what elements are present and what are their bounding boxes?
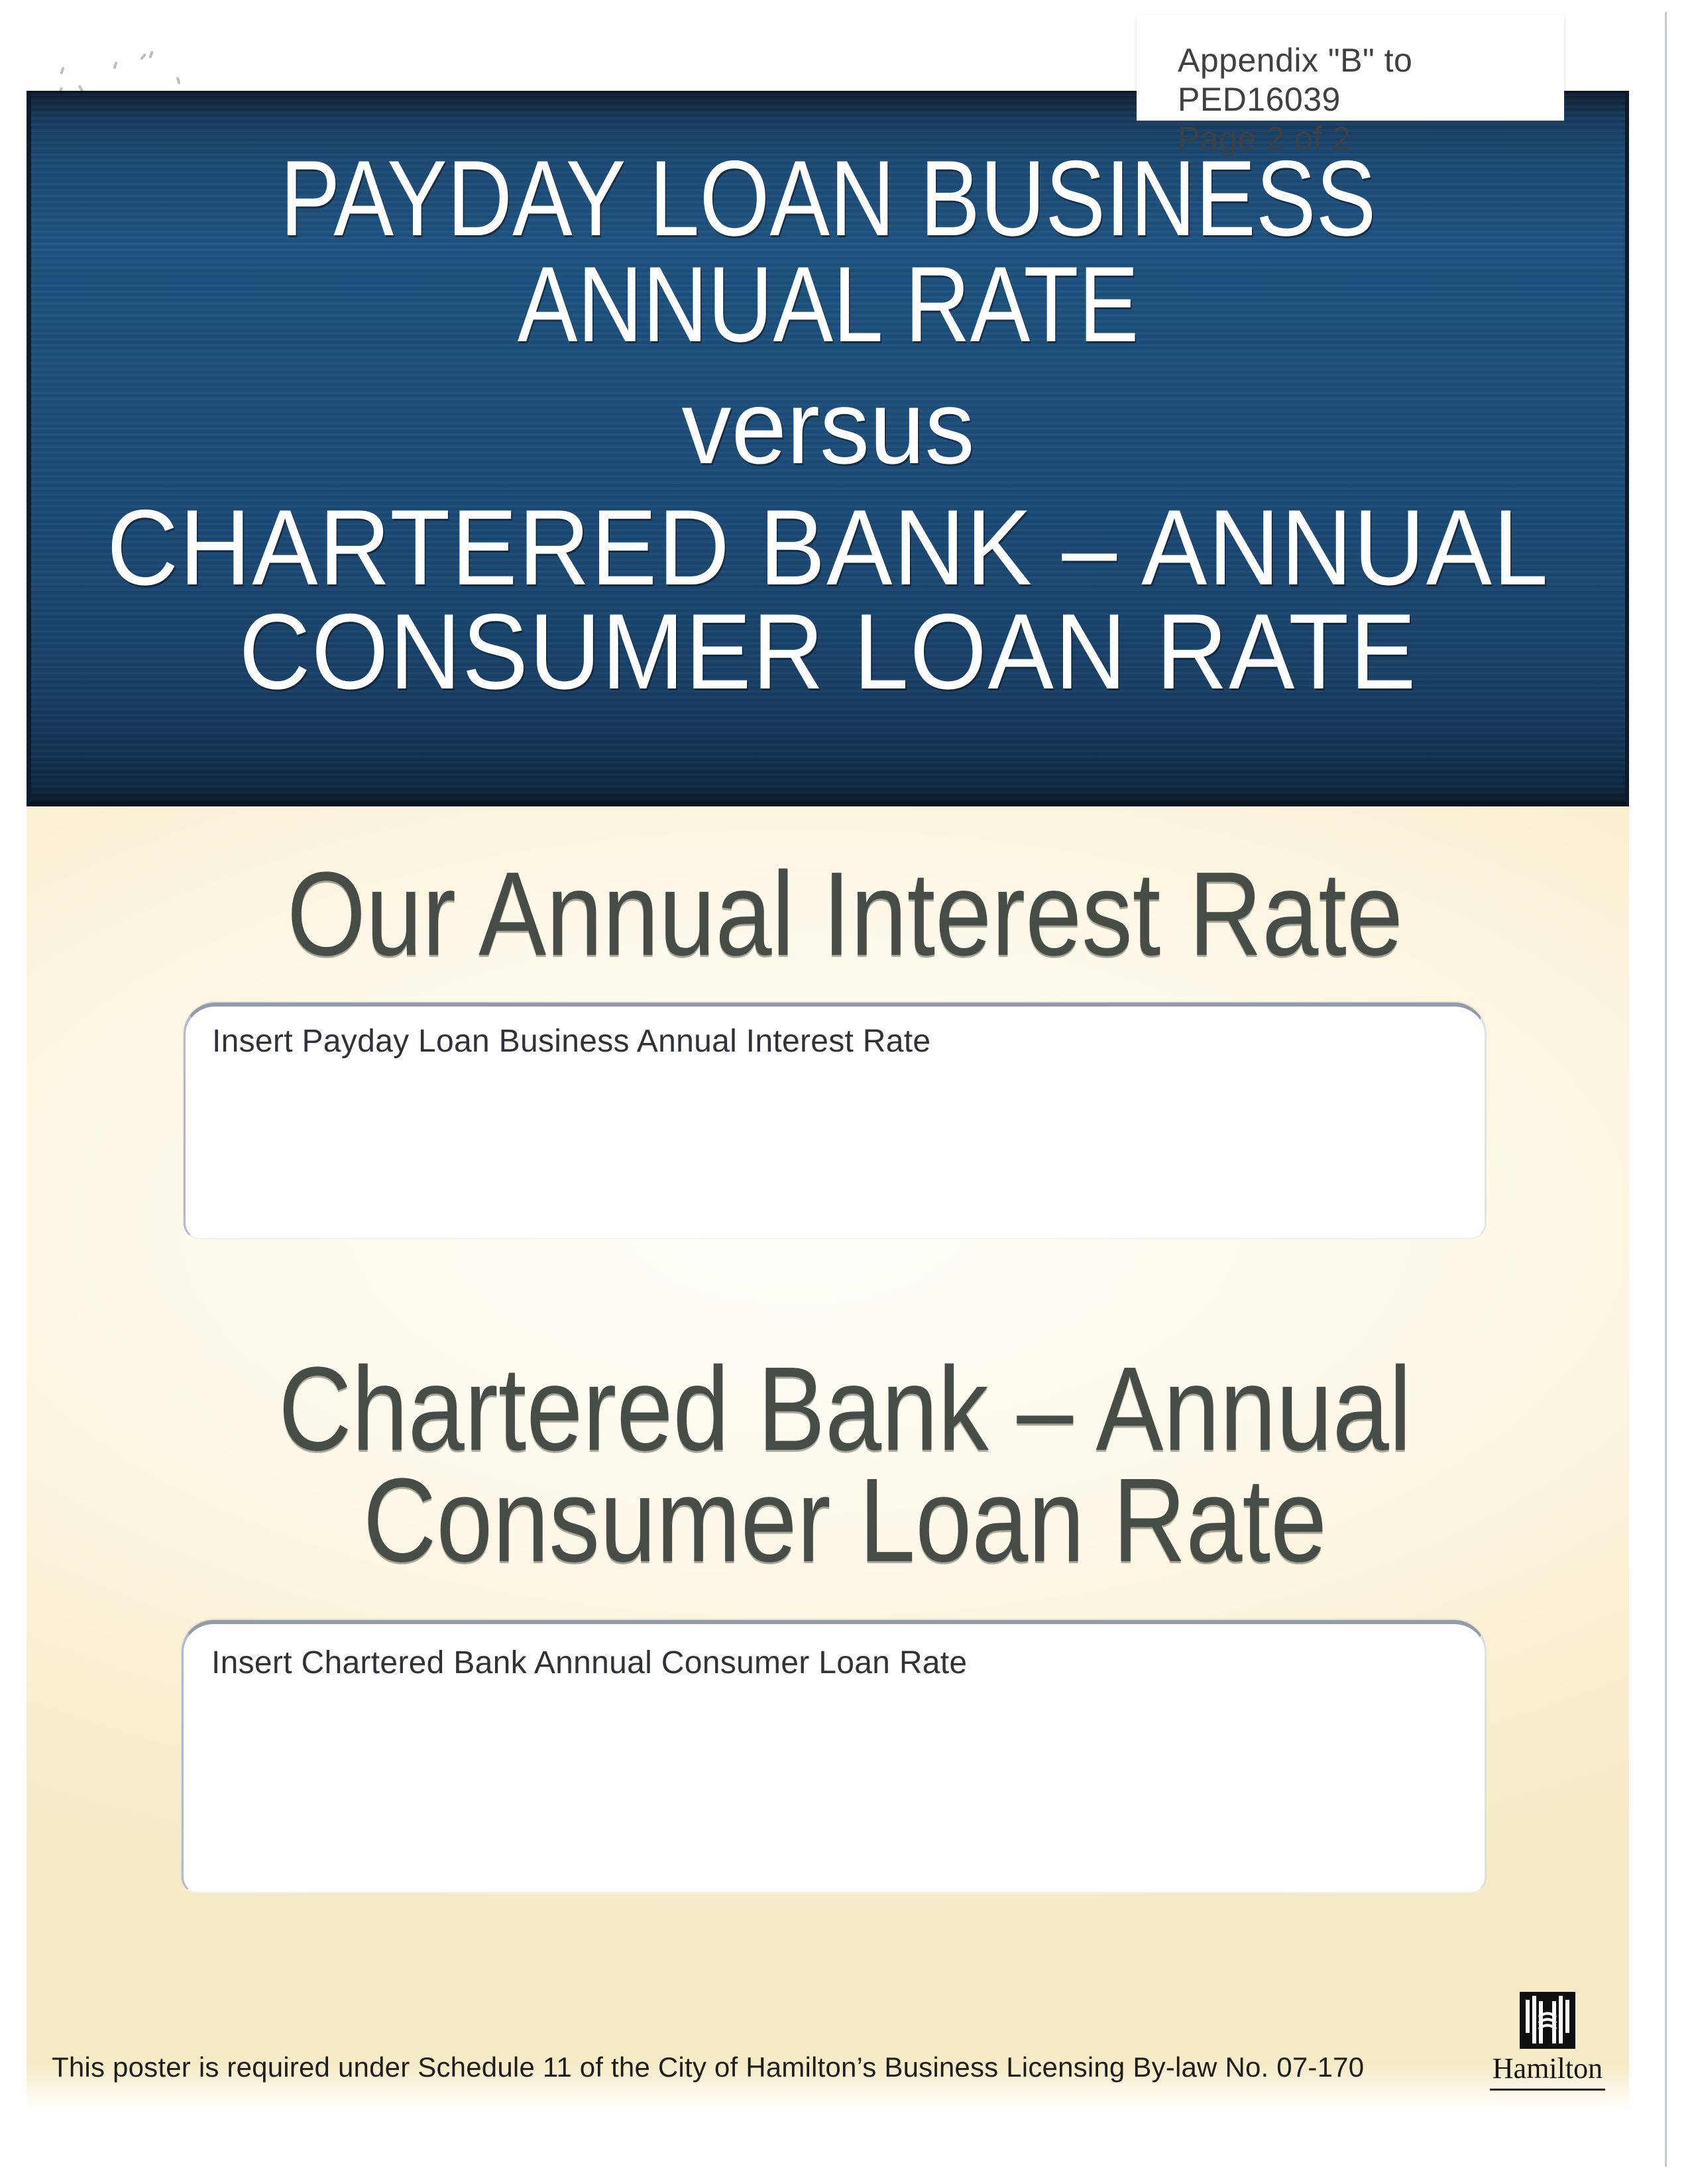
- scan-speck: [176, 76, 181, 85]
- banner-title-line2: ANNUAL RATE: [517, 245, 1139, 364]
- scan-speck: [148, 50, 154, 59]
- payday-rate-input-box[interactable]: Insert Payday Loan Business Annual Inter…: [184, 1003, 1486, 1239]
- hamilton-logo: Hamilton: [1488, 1992, 1607, 2091]
- bank-rate-heading: Chartered Bank – Annual Consumer Loan Ra…: [127, 1342, 1563, 1587]
- appendix-line1: Appendix "B" to PED16039: [1178, 42, 1413, 118]
- banner-title-line1: PAYDAY LOAN BUSINESS: [280, 138, 1377, 258]
- bank-rate-placeholder: Insert Chartered Bank Annnual Consumer L…: [211, 1645, 968, 1680]
- hamilton-bridge-icon: [1520, 1992, 1575, 2049]
- scan-artifact-line: [1665, 12, 1667, 2167]
- banner-subtitle-line1: CHARTERED BANK – ANNUAL: [107, 488, 1549, 608]
- payday-rate-placeholder: Insert Payday Loan Business Annual Inter…: [212, 1024, 931, 1059]
- bylaw-notice: This poster is required under Schedule 1…: [52, 2051, 1365, 2083]
- appendix-label: Appendix "B" to PED16039 Page 2 of 2: [1137, 15, 1564, 157]
- hamilton-logo-text: Hamilton: [1489, 2051, 1606, 2091]
- bank-rate-input-box[interactable]: Insert Chartered Bank Annnual Consumer L…: [182, 1620, 1486, 1893]
- bank-rate-heading-line1: Chartered Bank – Annual: [278, 1342, 1412, 1476]
- banner-subtitle-line2: CONSUMER LOAN RATE: [239, 592, 1418, 712]
- bank-rate-heading-line2: Consumer Loan Rate: [363, 1454, 1327, 1587]
- appendix-line2: Page 2 of 2: [1178, 120, 1351, 157]
- scan-speck: [113, 61, 118, 70]
- scan-speck: [60, 66, 65, 75]
- scan-speck: [139, 53, 147, 60]
- title-banner: PAYDAY LOAN BUSINESS ANNUAL RATE versus …: [27, 91, 1629, 806]
- banner-versus-text: versus: [681, 369, 975, 486]
- payday-rate-heading: Our Annual Interest Rate: [287, 847, 1403, 981]
